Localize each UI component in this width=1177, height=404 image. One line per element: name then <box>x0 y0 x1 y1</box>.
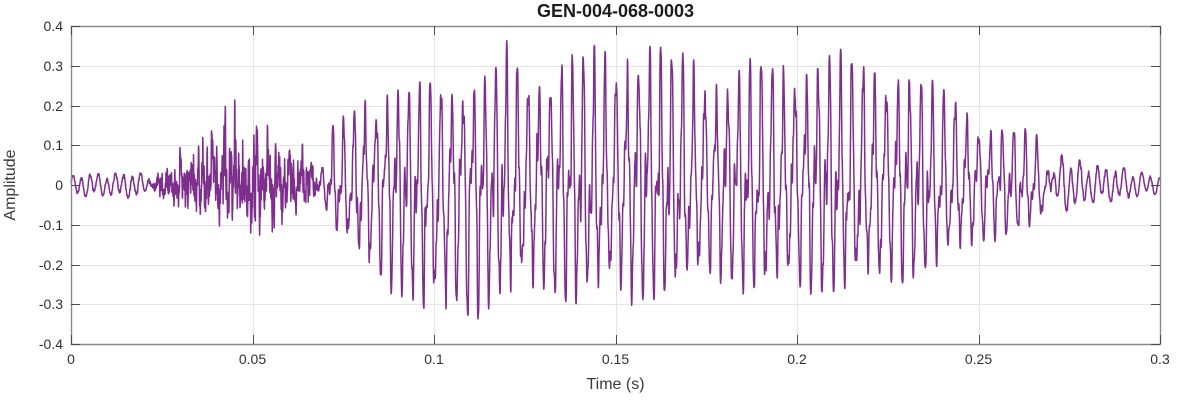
x-tick-label: 0.15 <box>601 351 630 367</box>
x-tick-label: 0.05 <box>238 351 267 367</box>
x-tick-label: 0.1 <box>424 351 444 367</box>
y-tick-label: 0 <box>55 177 63 193</box>
x-tick-label: 0.25 <box>964 351 993 367</box>
x-tick-label: 0 <box>67 351 75 367</box>
y-tick-label: -0.3 <box>38 296 63 313</box>
y-tick-label: 0.4 <box>43 18 63 34</box>
y-tick-label: -0.4 <box>38 336 63 352</box>
x-tick-label: 0.2 <box>787 351 807 367</box>
x-axis-label: Time (s) <box>586 376 645 393</box>
x-tick-label: 0.3 <box>1150 351 1170 367</box>
y-tick-label: -0.1 <box>38 216 63 233</box>
chart-title: GEN-004-068-0003 <box>536 1 695 21</box>
y-tick-label: 0.2 <box>43 97 63 114</box>
y-tick-label: 0.1 <box>43 137 63 154</box>
y-tick-label: -0.2 <box>38 256 63 273</box>
y-tick-label: 0.3 <box>43 57 63 74</box>
